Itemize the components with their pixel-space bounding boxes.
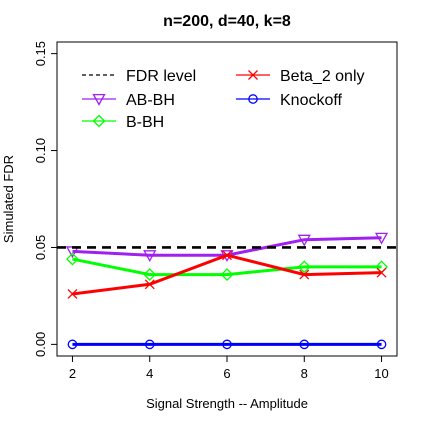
legend-label: AB-BH [126,92,175,109]
x-tick-label: 10 [374,366,388,381]
data-point-b-bh [297,260,311,274]
series-knockoff [67,339,387,350]
data-point-beta-2-only [222,250,232,261]
data-point-b-bh [220,268,234,282]
legend-marker [92,93,106,106]
data-point-b-bh [143,268,157,282]
data-point-b-bh [66,252,79,266]
x-tick-label: 8 [301,366,308,381]
series-b-bh [66,252,388,282]
y-axis: 0.00 0.05 0.10 0.15 [33,41,57,357]
legend-label: Knockoff [280,92,343,109]
legend-item-knockoff: Knockoff [236,92,343,109]
data-point-beta-2-only [67,289,78,299]
legend-label: FDR level [126,68,196,85]
data-point-knockoff [144,339,155,350]
data-point-knockoff [67,339,78,350]
legend-item-ab-bh: AB-BH [82,92,175,109]
legend-item-beta-2-only: Beta_2 only [236,68,365,85]
data-point-knockoff [299,339,310,350]
data-point-ab-bh [143,250,157,263]
chart-title: n=200, d=40, k=8 [163,13,291,30]
legend-item-b-bh: B-BH [82,114,164,131]
data-point-beta-2-only [376,267,387,278]
y-tick-label: 0.15 [33,41,48,66]
legend-label: B-BH [126,114,164,131]
y-tick-label: 0.00 [33,332,48,357]
plot-frame [56,41,398,357]
legend-marker [92,114,106,128]
y-axis-title: Simulated FDR [1,155,16,243]
x-axis: 2 4 6 8 10 [69,356,389,381]
x-tick-label: 4 [146,366,153,381]
y-tick-label: 0.10 [33,138,48,163]
y-tick-label: 0.05 [33,235,48,260]
legend-item-fdr-level: FDR level [82,68,196,85]
data-point-beta-2-only [144,279,155,290]
legend-label: Beta_2 only [280,68,365,85]
legend: FDR level AB-BH B-BH Beta_2 only Knockoff [82,68,365,131]
x-tick-label: 2 [69,366,76,381]
data-point-beta-2-only [299,269,310,280]
data-point-ab-bh [297,234,311,247]
data-point-knockoff [376,339,387,350]
data-point-ab-bh [374,232,389,245]
data-point-knockoff [222,339,232,350]
series-line-b-bh [72,257,382,277]
series-beta-2-only [67,250,387,299]
x-axis-title: Signal Strength -- Amplitude [146,396,308,411]
legend-marker [248,70,258,80]
x-tick-label: 6 [223,366,230,381]
legend-marker [248,94,258,104]
series-layer [57,232,397,350]
